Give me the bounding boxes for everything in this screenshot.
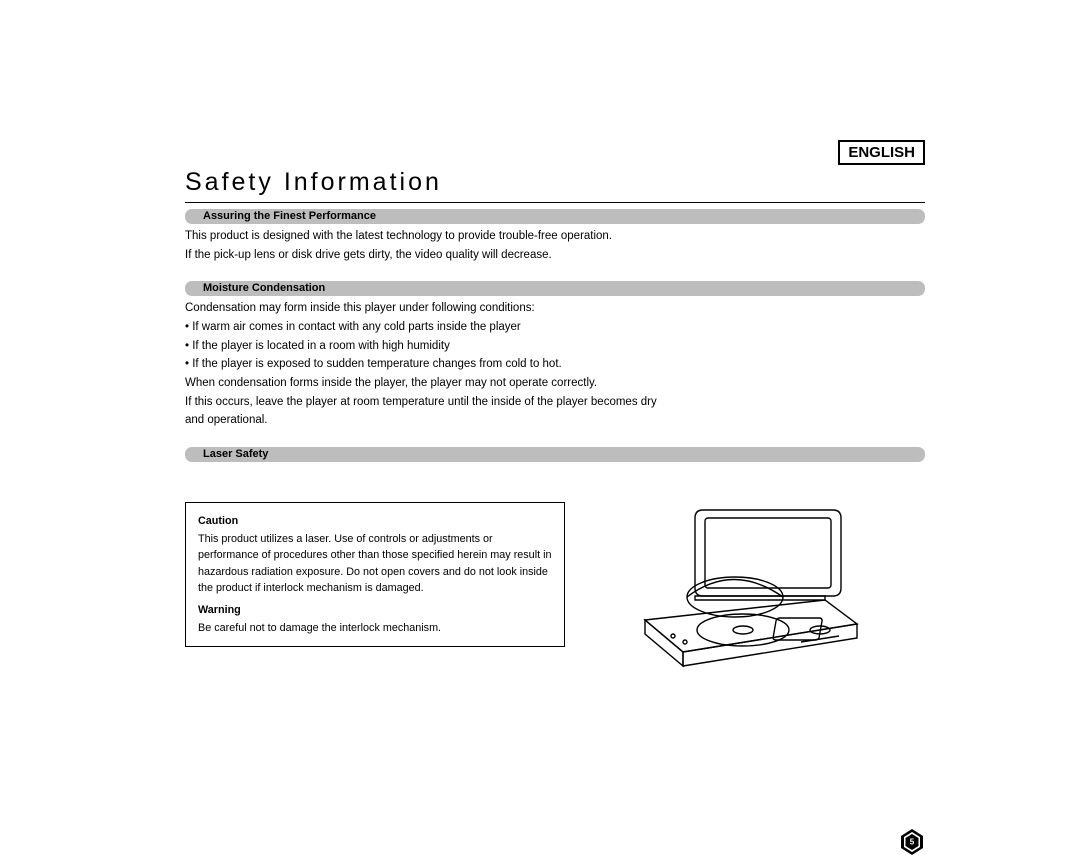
language-box: ENGLISH (838, 140, 925, 165)
laser-safety-row: Caution This product utilizes a laser. U… (185, 502, 925, 677)
page-number: 5 (910, 838, 915, 847)
dvd-player-illustration (625, 502, 865, 677)
section-heading-laser: Laser Safety (185, 447, 925, 462)
section-heading-performance: Assuring the Finest Performance (185, 209, 925, 224)
body-text: This product is designed with the latest… (185, 228, 925, 245)
warning-heading: Warning (198, 602, 552, 618)
page-title: Safety Information (185, 168, 925, 197)
body-text: • If the player is exposed to sudden tem… (185, 356, 925, 373)
language-label: ENGLISH (848, 144, 915, 161)
body-text: • If the player is located in a room wit… (185, 338, 925, 355)
caution-heading: Caution (198, 513, 552, 529)
page-number-badge: 5 (899, 827, 925, 857)
body-text: • If warm air comes in contact with any … (185, 319, 925, 336)
body-text: and operational. (185, 412, 925, 429)
title-rule (185, 202, 925, 203)
manual-page: ENGLISH Safety Information Assuring the … (185, 140, 925, 677)
caution-box: Caution This product utilizes a laser. U… (185, 502, 565, 647)
dvd-player-icon (625, 502, 865, 672)
section-heading-moisture: Moisture Condensation (185, 281, 925, 296)
body-text: Condensation may form inside this player… (185, 300, 925, 317)
body-text: When condensation forms inside the playe… (185, 375, 925, 392)
body-text: If the pick-up lens or disk drive gets d… (185, 247, 925, 264)
body-text: If this occurs, leave the player at room… (185, 394, 925, 411)
caution-text: This product utilizes a laser. Use of co… (198, 531, 552, 596)
warning-text: Be careful not to damage the interlock m… (198, 620, 552, 636)
